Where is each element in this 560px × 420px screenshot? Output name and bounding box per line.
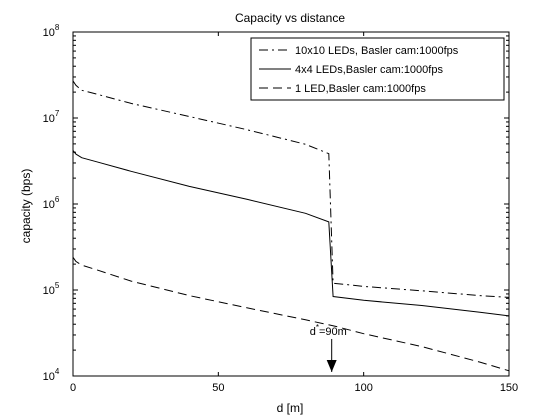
y-tick-label: 108 — [43, 23, 60, 39]
y-tick-label: 107 — [43, 109, 60, 125]
x-tick-label: 0 — [70, 382, 76, 394]
legend-box — [250, 37, 505, 101]
series-line-3 — [72, 257, 510, 372]
y-axis-label: capacity (bps) — [19, 169, 33, 244]
x-axis-label: d [m] — [277, 401, 304, 415]
legend-label-3: 1 LED,Basler cam:1000fps — [295, 83, 426, 95]
y-tick-label: 104 — [43, 367, 60, 383]
chart-title: Capacity vs distance — [235, 11, 345, 25]
axis-ticks: 0 50 100 150 104 105 106 107 108 — [43, 23, 519, 394]
series-line-1 — [72, 80, 510, 298]
series-line-2 — [72, 150, 510, 317]
x-tick-label: 50 — [212, 382, 224, 394]
series-lines — [72, 80, 510, 372]
annotation-arrow-head — [326, 360, 337, 372]
y-tick-label: 105 — [43, 281, 60, 297]
annotation-label: d*=90m — [310, 323, 347, 338]
x-tick-label: 100 — [354, 382, 372, 394]
legend-label-2: 4x4 LEDs,Basler cam:1000fps — [295, 64, 443, 76]
legend: 10x10 LEDs, Basler cam:1000fps 4x4 LEDs,B… — [250, 37, 505, 101]
annotation: d*=90m — [310, 323, 347, 372]
legend-label-1: 10x10 LEDs, Basler cam:1000fps — [295, 45, 459, 57]
y-tick-label: 106 — [43, 195, 60, 211]
x-tick-label: 150 — [500, 382, 518, 394]
